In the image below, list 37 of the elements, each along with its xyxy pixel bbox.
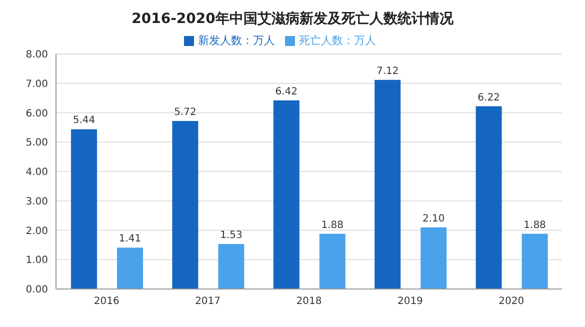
bar [172, 120, 198, 289]
bar [117, 248, 143, 289]
data-label: 6.22 [478, 92, 500, 104]
y-tick-label: 5.00 [26, 138, 48, 149]
y-tick-label: 2.00 [26, 226, 48, 237]
data-label: 1.53 [220, 230, 242, 242]
x-tick-label: 2018 [296, 296, 322, 308]
x-tick-label: 2017 [195, 296, 221, 308]
bar [374, 80, 401, 289]
data-label: 5.72 [174, 106, 196, 118]
data-label: 6.42 [275, 86, 298, 98]
data-label: 1.41 [118, 234, 142, 245]
data-label: 1.88 [321, 220, 344, 231]
y-tick-label: 1.00 [26, 255, 48, 266]
y-tick-label: 7.00 [26, 78, 48, 90]
bar [218, 244, 244, 289]
x-tick-label: 2019 [397, 296, 423, 308]
y-tick-label: 6.00 [26, 108, 48, 120]
bar [319, 234, 346, 289]
y-tick-label: 4.00 [26, 167, 48, 178]
y-tick-label: 0.00 [26, 284, 48, 296]
x-tick-label: 2020 [498, 296, 524, 308]
y-tick-label: 8.00 [26, 50, 48, 61]
bar [476, 106, 502, 289]
bar [522, 234, 548, 289]
bar [273, 100, 300, 289]
data-label: 1.88 [524, 220, 546, 231]
data-label: 2.10 [422, 213, 445, 224]
bar [420, 227, 447, 289]
x-tick-label: 2016 [94, 296, 120, 308]
y-tick-label: 3.00 [26, 196, 48, 208]
legend-label: 新发人数：万人 [198, 34, 275, 47]
bar [71, 129, 97, 289]
legend-label: 死亡人数：万人 [299, 34, 376, 47]
data-label: 5.44 [72, 115, 96, 126]
chart-title: 2016-2020年中国艾滋病新发及死亡人数统计情况 [130, 10, 454, 28]
data-label: 7.12 [376, 66, 399, 77]
